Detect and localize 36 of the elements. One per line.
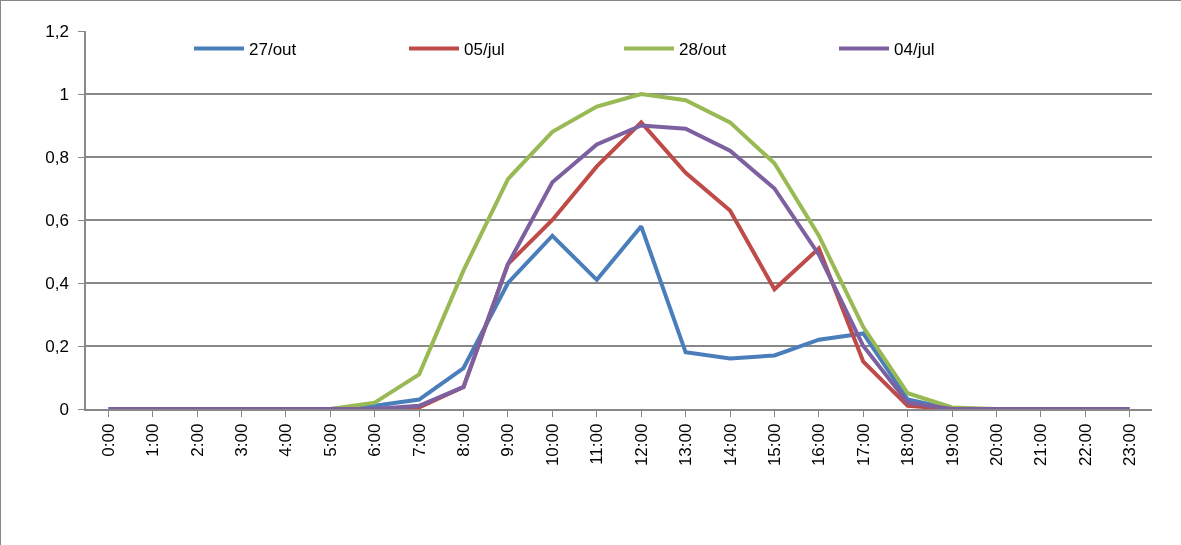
legend-label: 27/out (249, 40, 297, 60)
x-tick-label: 9:00 (498, 423, 518, 457)
x-tick-label: 15:00 (764, 423, 784, 467)
x-tick-label: 2:00 (187, 423, 207, 457)
x-tick-label: 21:00 (1031, 423, 1051, 467)
x-tick-label: 12:00 (631, 423, 651, 467)
legend-label: 05/jul (464, 40, 505, 60)
x-tick-label: 3:00 (231, 423, 251, 457)
x-tick-label: 11:00 (587, 423, 607, 465)
y-tick-label: 0,6 (45, 210, 69, 230)
y-tick-label: 0,2 (45, 336, 69, 356)
x-tick-label: 8:00 (454, 423, 474, 457)
x-tick-label: 19:00 (942, 423, 962, 467)
x-tick-label: 5:00 (320, 423, 340, 457)
x-tick-label: 0:00 (98, 423, 118, 457)
y-tick-label: 1 (59, 84, 69, 104)
x-tick-label: 1:00 (143, 423, 163, 457)
x-tick-label: 17:00 (853, 423, 873, 467)
x-tick-label: 20:00 (987, 423, 1007, 467)
y-tick-label: 0,8 (45, 147, 69, 167)
x-tick-label: 10:00 (542, 423, 562, 467)
y-tick-label: 0,4 (45, 273, 69, 293)
line-series (106, 123, 1132, 409)
x-tick-label: 7:00 (409, 423, 429, 457)
y-tick-label: 0 (59, 399, 69, 419)
y-tick-label: 1,2 (45, 21, 69, 41)
legend-label: 04/jul (894, 40, 935, 60)
x-tick-label: 16:00 (809, 423, 829, 467)
x-tick-label: 18:00 (898, 423, 918, 467)
x-tick-label: 23:00 (1120, 423, 1140, 467)
x-tick-label: 14:00 (720, 423, 740, 467)
x-tick-label: 22:00 (1075, 423, 1095, 467)
legend-label: 28/out (679, 40, 727, 60)
x-tick-label: 6:00 (365, 423, 385, 457)
x-tick-label: 4:00 (276, 423, 296, 457)
x-tick-label: 13:00 (676, 423, 696, 467)
